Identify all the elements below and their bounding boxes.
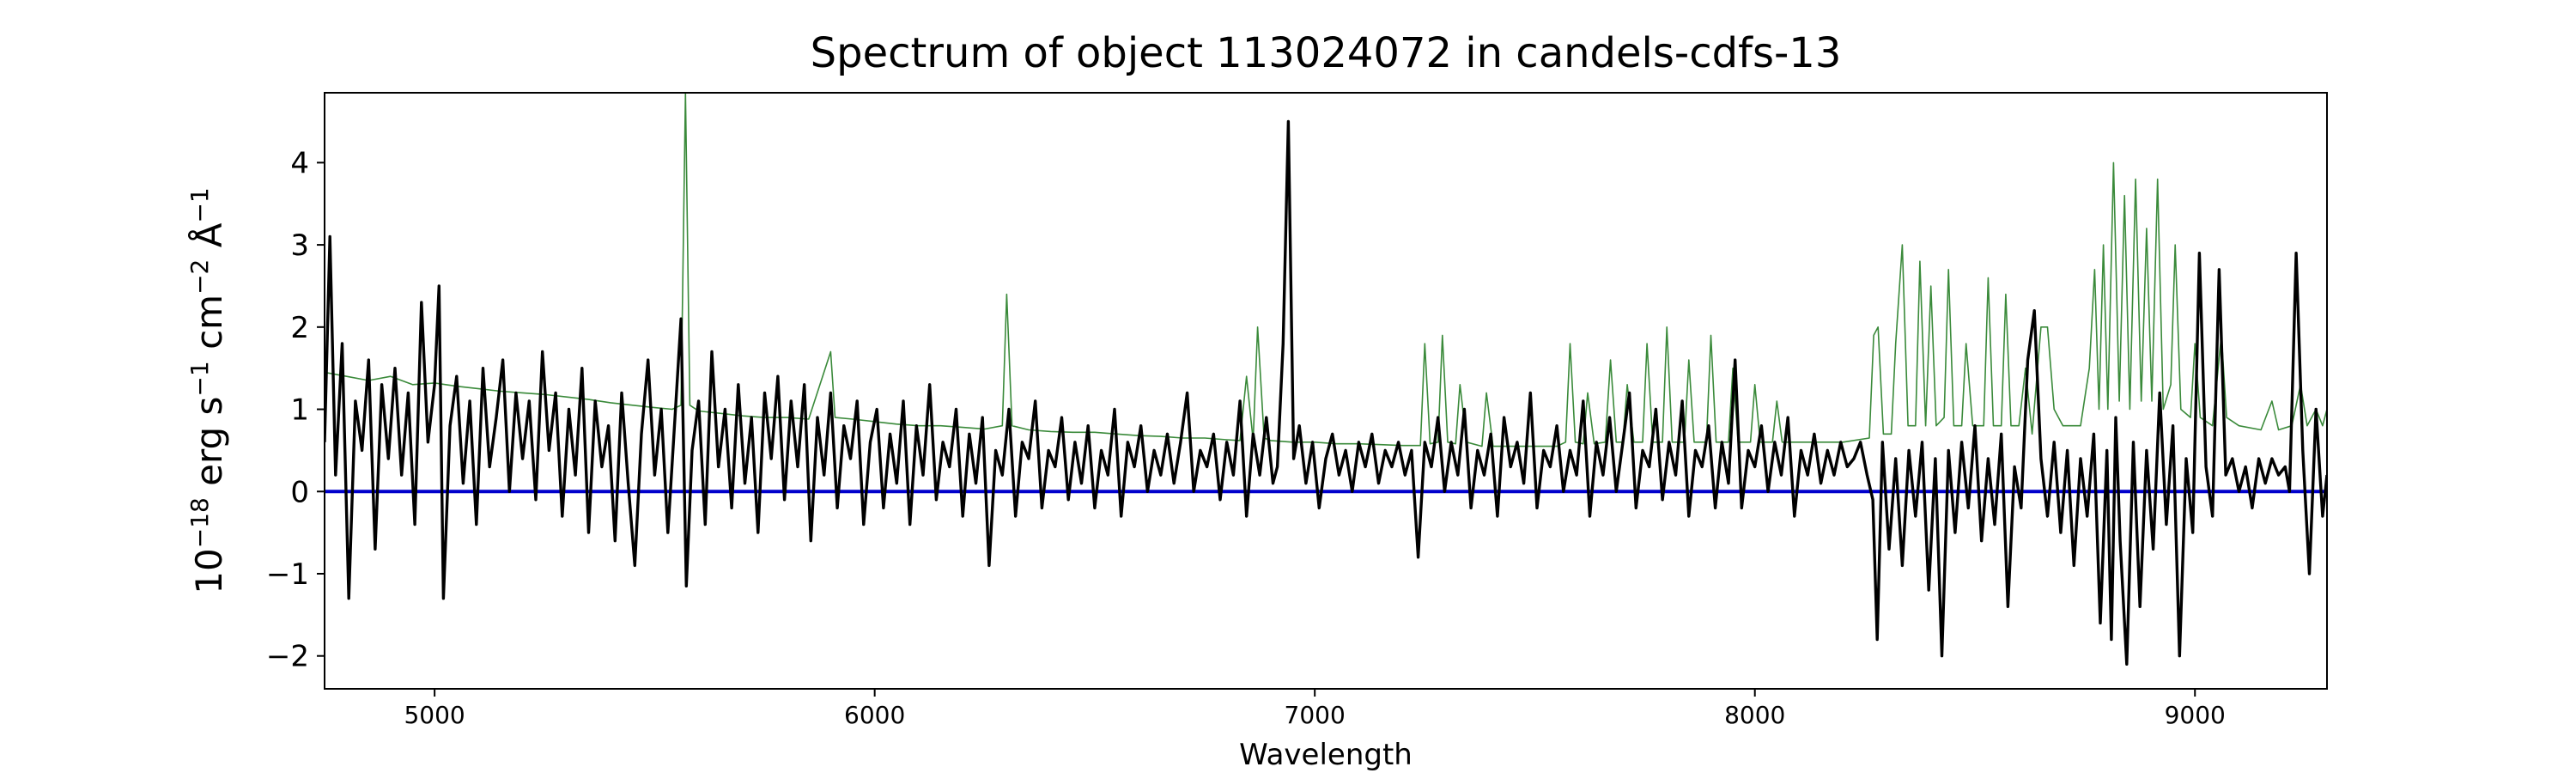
y-axis-label: 10−18 erg s−1 cm−2 Å−1	[185, 187, 230, 593]
plot-frame	[324, 92, 2328, 690]
x-tick-label: 7000	[1285, 701, 1346, 729]
flux-line	[325, 119, 2327, 666]
y-tick-label: 2	[290, 311, 309, 345]
y-label-exp2: −1	[185, 361, 214, 396]
y-label-base: 10	[188, 548, 230, 593]
y-label-unit1: erg s	[188, 397, 230, 498]
chart-title: Spectrum of object 113024072 in candels-…	[811, 29, 1842, 77]
x-tick-label: 5000	[404, 701, 465, 729]
y-label-exp4: −1	[185, 187, 214, 222]
x-tick-label: 8000	[1724, 701, 1785, 729]
y-tick-label: 3	[290, 228, 309, 263]
x-axis-ticks: 5000 6000 7000 8000 9000	[404, 689, 2226, 729]
x-tick-label: 9000	[2165, 701, 2226, 729]
x-tick-label: 6000	[844, 701, 905, 729]
y-tick-label: −1	[266, 557, 309, 592]
y-label-exp1: −18	[185, 497, 214, 548]
y-label-exp3: −2	[185, 259, 214, 295]
x-axis-label: Wavelength	[1239, 738, 1413, 772]
y-tick-label: −2	[266, 640, 309, 674]
y-tick-label: 4	[290, 146, 309, 180]
y-tick-label: 0	[290, 475, 309, 509]
plot-lines	[325, 93, 2327, 666]
y-axis-ticks: −2 −1 0 1 2 3 4	[266, 146, 325, 674]
y-label-unit2: cm	[188, 295, 230, 361]
y-tick-label: 1	[290, 393, 309, 428]
y-label-unit3: Å	[187, 222, 230, 259]
